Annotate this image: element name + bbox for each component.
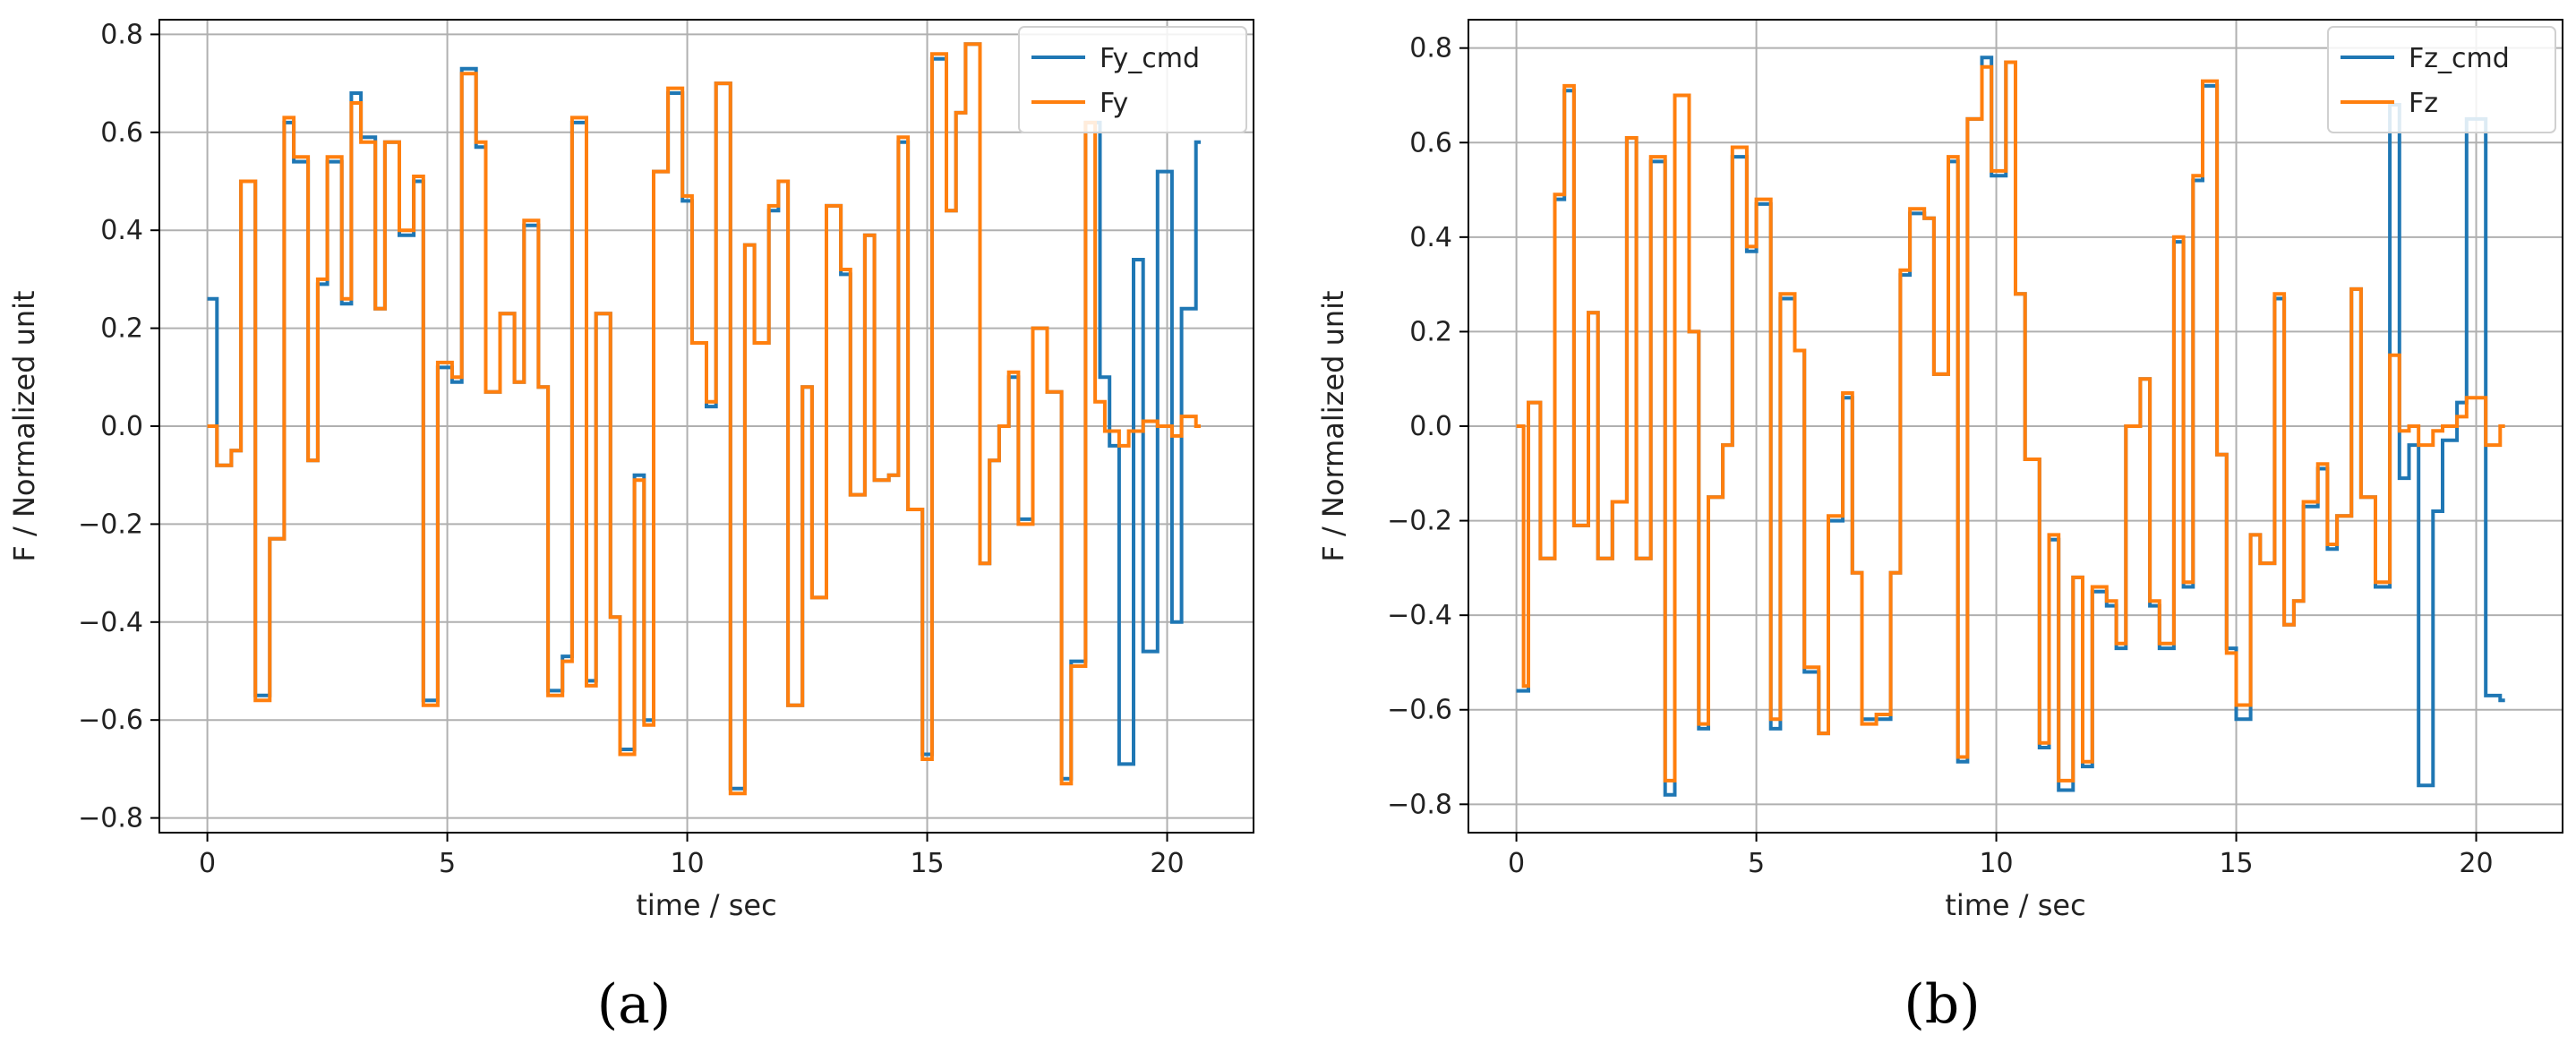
legend: Fy_cmd Fy — [1018, 26, 1247, 133]
x-tick-label: 10 — [1979, 848, 2013, 879]
y-tick-label: −0.4 — [78, 607, 143, 638]
panel-label-b: (b) — [1904, 973, 1980, 1036]
x-axis-label: time / sec — [636, 888, 776, 922]
x-tick-label: 0 — [1508, 848, 1525, 879]
x-tick-label: 5 — [439, 848, 456, 879]
x-tick-label: 20 — [1150, 848, 1184, 879]
x-tick-label: 10 — [670, 848, 704, 879]
panel-label-a: (a) — [597, 973, 672, 1036]
x-tick-label: 15 — [910, 848, 944, 879]
y-tick-label: −0.6 — [1387, 695, 1452, 726]
y-tick-label: 0.0 — [1409, 411, 1452, 442]
x-axis-label: time / sec — [1945, 888, 2085, 922]
y-tick-label: −0.6 — [78, 705, 143, 736]
y-tick-label: 0.6 — [1409, 127, 1452, 158]
legend: Fz_cmd Fz — [2327, 26, 2556, 133]
legend-label-fy: Fy — [1100, 88, 1128, 119]
legend-label-fz: Fz — [2409, 88, 2438, 119]
y-tick-label: −0.4 — [1387, 600, 1452, 631]
series-line-fy — [207, 42, 1201, 796]
y-tick-label: −0.8 — [78, 803, 143, 834]
legend-box — [2327, 26, 2556, 133]
x-tick-label: 0 — [199, 848, 216, 879]
panel-a-chart: 0 5 10 15 20 −0.8 −0.6 −0.4 −0.2 0.0 0.2 0.4 0.6 0.8 t… — [7, 19, 1254, 922]
y-tick-label: 0.2 — [100, 313, 143, 345]
series-line-fy_cmd — [207, 42, 1201, 791]
legend-box — [1018, 26, 1247, 133]
y-tick-label: 0.0 — [100, 411, 143, 442]
y-tick-label: 0.2 — [1409, 316, 1452, 347]
legend-label-fy_cmd: Fy_cmd — [1100, 43, 1200, 74]
y-tick-label: −0.2 — [1387, 506, 1452, 537]
x-tick-label: 15 — [2219, 848, 2253, 879]
legend-label-fz_cmd: Fz_cmd — [2409, 43, 2510, 74]
panel-b-chart: 0 5 10 15 20 −0.8 −0.6 −0.4 −0.2 0.0 0.2 0.4 0.6 0.8 t… — [1316, 19, 2563, 922]
x-tick-label: 5 — [1748, 848, 1765, 879]
series-line-fz — [1516, 60, 2505, 783]
x-tick-label: 20 — [2459, 848, 2493, 879]
y-tick-label: 0.4 — [1409, 222, 1452, 253]
y-tick-label: 0.8 — [100, 19, 143, 50]
y-axis-label: F / Normalized unit — [1316, 290, 1350, 561]
y-tick-label: −0.2 — [78, 509, 143, 540]
y-axis-label: F / Normalized unit — [7, 290, 41, 561]
y-tick-label: 0.8 — [1409, 33, 1452, 64]
y-tick-label: 0.6 — [100, 117, 143, 149]
y-tick-label: 0.4 — [100, 215, 143, 246]
y-tick-label: −0.8 — [1387, 789, 1452, 820]
